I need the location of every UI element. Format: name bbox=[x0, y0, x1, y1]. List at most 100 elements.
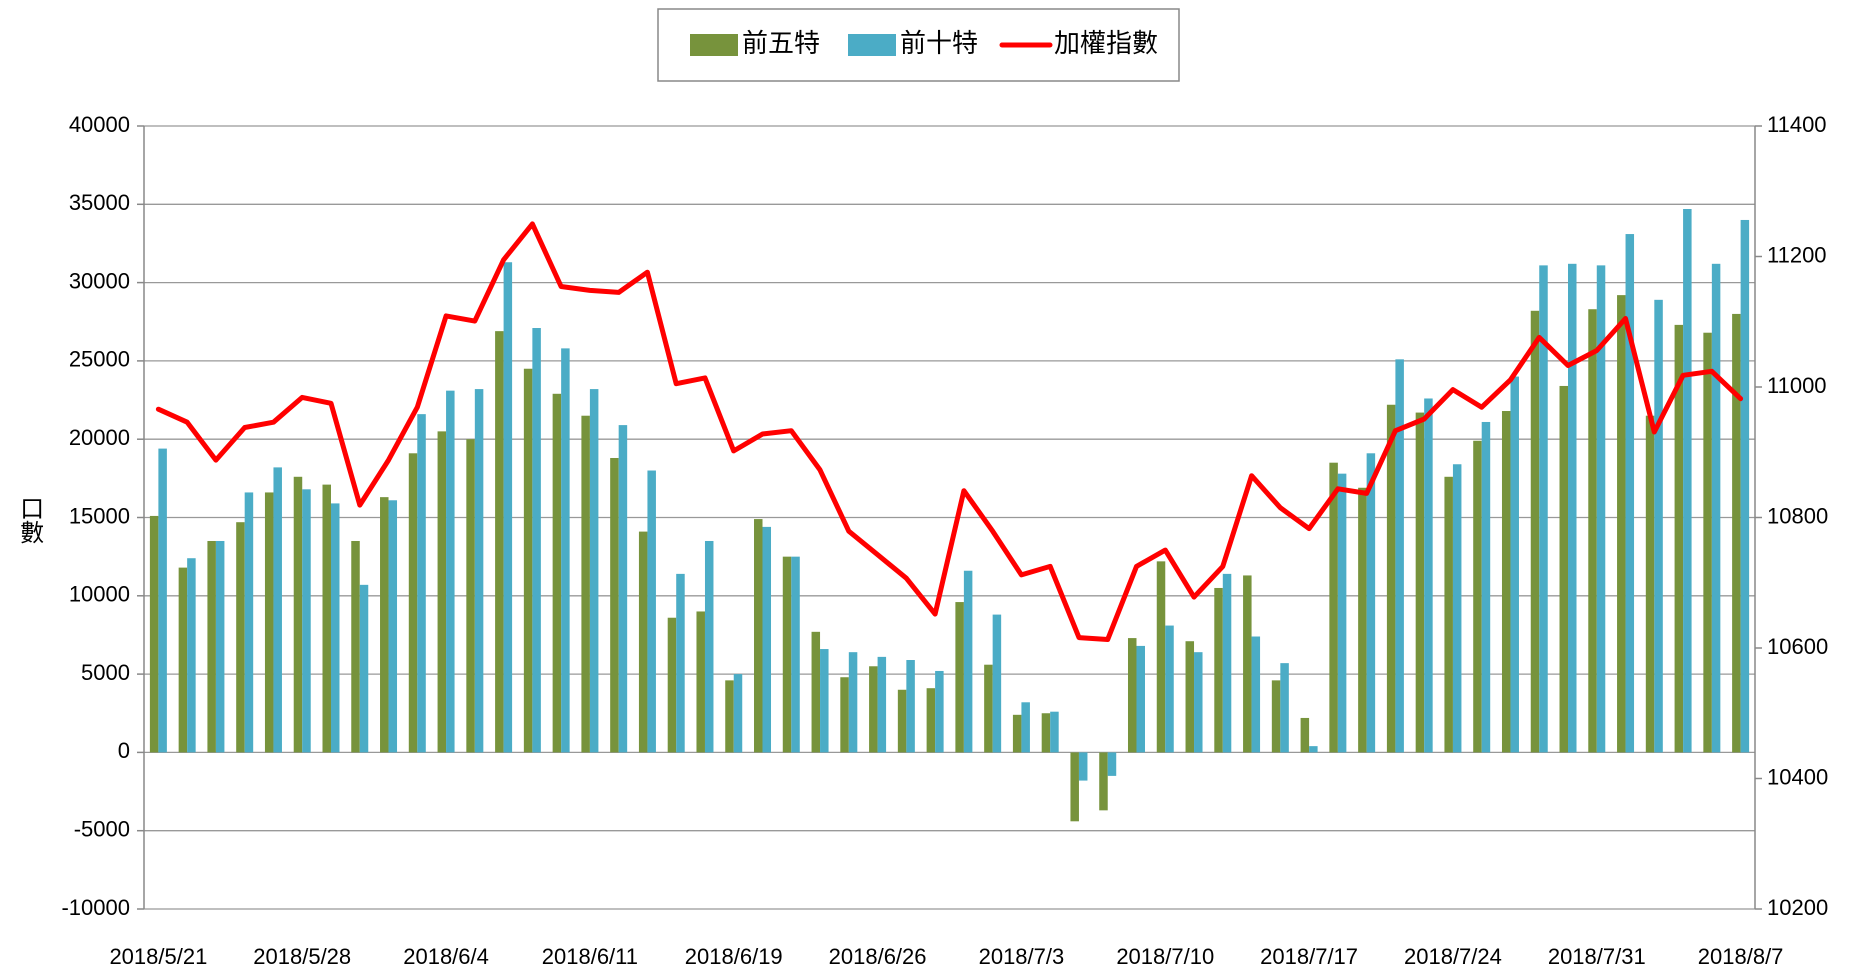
y-tick-label: 30000 bbox=[69, 268, 130, 293]
bar bbox=[273, 467, 282, 753]
bar bbox=[1510, 376, 1519, 753]
bar bbox=[1050, 711, 1059, 753]
bar bbox=[1703, 332, 1712, 753]
bar bbox=[1337, 473, 1347, 753]
bar bbox=[351, 540, 360, 753]
y-axis-label: 口數 bbox=[16, 496, 43, 544]
y2-tick-label: 10400 bbox=[1767, 764, 1828, 789]
bar bbox=[1185, 641, 1195, 753]
y-tick-label: 35000 bbox=[69, 190, 130, 215]
y2-tick-label: 10800 bbox=[1767, 503, 1828, 528]
bar bbox=[984, 664, 993, 753]
bar bbox=[1156, 561, 1166, 753]
bar bbox=[1473, 440, 1482, 753]
bar bbox=[1481, 421, 1491, 753]
bar bbox=[869, 666, 878, 753]
y-tick-label: 15000 bbox=[69, 503, 130, 528]
y2-tick-label: 11000 bbox=[1767, 373, 1827, 398]
bar bbox=[676, 573, 685, 753]
bar bbox=[1654, 299, 1663, 753]
bar bbox=[388, 500, 398, 753]
bar bbox=[1194, 652, 1203, 753]
bar bbox=[1107, 752, 1117, 776]
bar bbox=[1740, 219, 1750, 753]
bar bbox=[1271, 680, 1281, 753]
legend-label: 前十特 bbox=[900, 28, 978, 58]
bar bbox=[647, 470, 656, 753]
bar bbox=[704, 540, 714, 753]
bar bbox=[696, 611, 705, 753]
y2-tick-label: 10200 bbox=[1767, 895, 1828, 920]
x-tick-label: 2018/6/19 bbox=[685, 944, 783, 969]
x-tick-label: 2018/5/21 bbox=[109, 944, 207, 969]
bar bbox=[992, 614, 1002, 753]
bar bbox=[1309, 746, 1318, 753]
bar bbox=[408, 453, 418, 753]
y-tick-label: 0 bbox=[118, 738, 130, 763]
bar bbox=[1452, 464, 1462, 753]
legend-label: 前五特 bbox=[742, 28, 820, 58]
bar bbox=[1625, 234, 1635, 753]
bar bbox=[236, 522, 245, 753]
bar bbox=[1099, 752, 1108, 811]
bar bbox=[215, 540, 225, 753]
y2-tick-label: 11400 bbox=[1767, 112, 1827, 137]
bar bbox=[963, 570, 973, 753]
bar bbox=[1041, 713, 1051, 753]
bar bbox=[149, 515, 159, 753]
bar bbox=[437, 431, 447, 753]
legend-swatch bbox=[690, 34, 738, 56]
y2-tick-label: 11200 bbox=[1767, 242, 1827, 267]
bar bbox=[610, 457, 619, 753]
bar bbox=[1243, 575, 1252, 753]
bar bbox=[1645, 415, 1655, 753]
legend-box bbox=[657, 8, 1180, 82]
bar bbox=[1539, 265, 1548, 753]
bar bbox=[264, 492, 274, 753]
bar bbox=[1596, 265, 1606, 753]
bar bbox=[158, 448, 167, 753]
bar bbox=[955, 602, 964, 753]
bar bbox=[1395, 359, 1404, 753]
bar bbox=[733, 674, 743, 753]
x-tick-label: 2018/5/28 bbox=[253, 944, 351, 969]
bar bbox=[811, 631, 821, 753]
legend-label: 加權指數 bbox=[1054, 28, 1158, 58]
bar bbox=[1501, 411, 1511, 753]
bar bbox=[552, 393, 562, 753]
bar bbox=[1732, 313, 1741, 753]
bar bbox=[848, 652, 858, 753]
y-tick-label: 25000 bbox=[69, 347, 130, 372]
bar bbox=[503, 262, 513, 753]
bar bbox=[1127, 638, 1137, 753]
bar bbox=[1424, 398, 1433, 753]
bar bbox=[417, 414, 426, 753]
y2-tick-label: 10600 bbox=[1767, 634, 1828, 659]
bar bbox=[1559, 385, 1569, 753]
bar bbox=[1415, 412, 1425, 753]
bar bbox=[1214, 587, 1223, 753]
bar bbox=[782, 556, 792, 753]
bar bbox=[1568, 263, 1577, 753]
x-tick-label: 2018/7/10 bbox=[1116, 944, 1214, 969]
bar bbox=[1683, 208, 1692, 753]
bar bbox=[840, 677, 849, 753]
bar bbox=[1588, 309, 1597, 753]
bar bbox=[906, 660, 915, 753]
x-tick-label: 2018/7/24 bbox=[1404, 944, 1502, 969]
x-tick-label: 2018/7/3 bbox=[979, 944, 1065, 969]
bar bbox=[1617, 295, 1626, 753]
bar bbox=[1300, 717, 1310, 753]
y-tick-label: -5000 bbox=[74, 817, 130, 842]
y-tick-label: 10000 bbox=[69, 582, 130, 607]
bar bbox=[1078, 752, 1088, 781]
bar bbox=[581, 415, 590, 753]
bar bbox=[1358, 487, 1367, 753]
bar bbox=[244, 492, 254, 753]
bar bbox=[446, 390, 455, 753]
bar bbox=[935, 670, 944, 753]
bar bbox=[1386, 404, 1396, 753]
bar bbox=[897, 689, 907, 753]
bar bbox=[1530, 310, 1540, 753]
